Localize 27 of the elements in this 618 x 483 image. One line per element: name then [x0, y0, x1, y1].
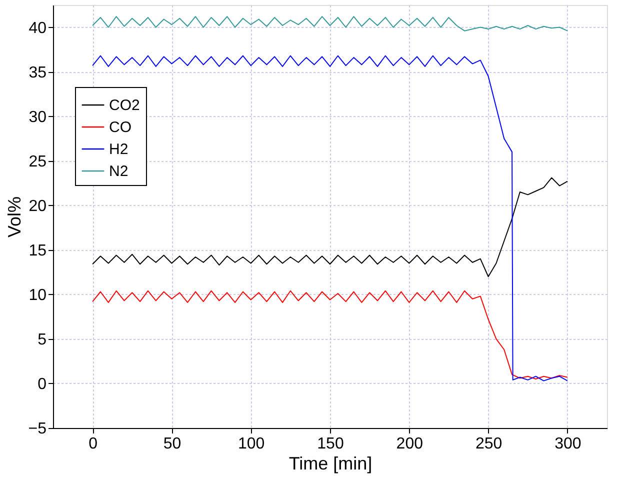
y-axis-title: Vol%: [4, 196, 24, 238]
legend-label: CO: [109, 119, 132, 136]
x-axis-title: Time [min]: [288, 454, 372, 474]
line-series: [92, 290, 568, 380]
y-tick-label: 10: [28, 286, 47, 304]
y-tick-label: 25: [28, 153, 47, 170]
x-tick-label: 300: [554, 436, 582, 452]
x-tick-label: 200: [396, 436, 424, 452]
y-tick-label: 40: [28, 20, 47, 37]
y-tick-label: 35: [28, 64, 47, 82]
x-tick-label: 50: [163, 436, 182, 452]
y-tick-label: 30: [28, 108, 47, 126]
x-tick-label: 250: [475, 436, 502, 452]
x-tick-label: 150: [317, 436, 344, 452]
y-tick-label: 20: [28, 198, 47, 215]
line-series: [92, 16, 568, 32]
y-tick-label: 0: [38, 376, 47, 393]
y-tick-label: 5: [38, 331, 47, 348]
y-tick-label: 15: [28, 242, 47, 260]
legend-label: CO2: [109, 97, 140, 114]
line-series: [92, 177, 568, 278]
legend-label: N2: [109, 163, 128, 180]
x-tick-label: 0: [88, 436, 98, 452]
x-tick-label: 100: [238, 436, 265, 452]
line-series: [92, 55, 568, 382]
y-tick-label: −5: [28, 420, 47, 438]
legend-label: H2: [109, 141, 128, 158]
